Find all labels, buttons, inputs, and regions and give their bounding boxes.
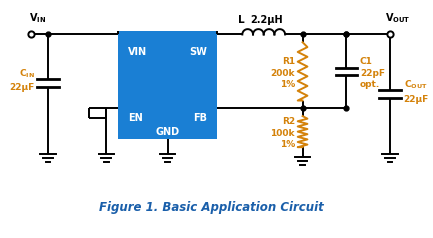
Text: 1%: 1% — [280, 79, 295, 89]
Text: 1%: 1% — [280, 140, 295, 149]
Text: 100k: 100k — [270, 129, 295, 138]
Text: $\mathbf{V_{IN}}$: $\mathbf{V_{IN}}$ — [29, 11, 46, 25]
Text: 22pF: 22pF — [360, 69, 385, 78]
Text: 200k: 200k — [270, 69, 295, 78]
Text: VIN: VIN — [128, 47, 147, 57]
Text: 2.2μH: 2.2μH — [250, 15, 283, 25]
Text: 22μF: 22μF — [404, 94, 429, 104]
Text: $\mathbf{V_{OUT}}$: $\mathbf{V_{OUT}}$ — [385, 11, 411, 25]
Text: SW: SW — [190, 47, 207, 57]
Text: FB: FB — [194, 113, 207, 123]
Text: Figure 1. Basic Application Circuit: Figure 1. Basic Application Circuit — [99, 201, 323, 214]
Text: $\mathbf{C_{OUT}}$: $\mathbf{C_{OUT}}$ — [404, 78, 427, 91]
Text: R2: R2 — [282, 117, 295, 126]
Bar — [118, 31, 217, 139]
Text: R1: R1 — [282, 57, 295, 66]
Text: GND: GND — [155, 127, 180, 137]
Text: 22μF: 22μF — [9, 83, 34, 92]
Text: opt.: opt. — [360, 80, 380, 89]
Text: EN: EN — [128, 113, 142, 123]
Text: C1: C1 — [360, 57, 373, 66]
Text: L: L — [239, 15, 245, 25]
Text: $\mathbf{C_{IN}}$: $\mathbf{C_{IN}}$ — [19, 67, 34, 79]
